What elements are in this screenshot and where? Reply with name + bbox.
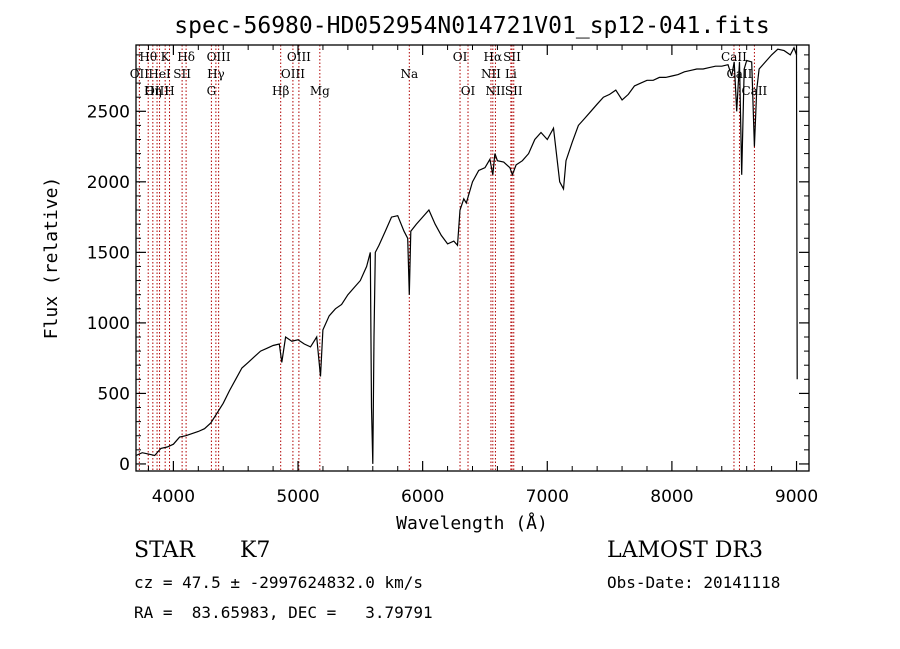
y-tick-label: 2000: [87, 173, 130, 193]
line-label: SII: [173, 67, 191, 81]
line-label: SII: [505, 84, 523, 98]
line-label: Hγ: [207, 67, 225, 81]
y-axis-label: Flux (relative): [41, 177, 62, 340]
line-label: Na: [400, 67, 418, 81]
object-class: STAR: [134, 538, 195, 563]
spectral-line-labels: Hθ OII OIII K HeI Hη SII H Hδ OIII Hγ G OIII OIII Hβ Mg…: [130, 50, 768, 98]
chart-title: spec-56980-HD052954N014721V01_sp12-041.f…: [174, 13, 769, 39]
line-label: Hα: [484, 50, 503, 64]
obs-date: Obs-Date: 20141118: [607, 573, 781, 592]
line-label: K: [161, 50, 171, 64]
line-label: Hθ: [139, 50, 157, 64]
line-label: OI: [453, 50, 468, 64]
y-tick-label: 0: [119, 455, 130, 475]
survey-name: LAMOST DR3: [607, 538, 763, 563]
line-label: SII: [503, 50, 521, 64]
line-label: OIII: [287, 50, 311, 64]
line-label: CaII: [741, 84, 767, 98]
spectral-line-markers: [138, 45, 755, 471]
y-tick-label: 1000: [87, 314, 130, 334]
x-tick-label: 6000: [401, 487, 444, 507]
x-tick-label: 5000: [276, 487, 319, 507]
y-tick-label: 1500: [87, 243, 130, 263]
y-tick-label: 2500: [87, 102, 130, 122]
line-label: CaII: [721, 50, 747, 64]
x-tick-label: 8000: [650, 487, 693, 507]
line-label: Hδ: [177, 50, 195, 64]
line-label: OI: [461, 84, 476, 98]
y-axis: 0 500 1000 1500 2000 2500: [87, 54, 809, 475]
x-tick-label: 4000: [152, 487, 195, 507]
x-tick-label: 9000: [775, 487, 818, 507]
line-label: NII: [481, 67, 501, 81]
y-tick-label: 500: [98, 384, 130, 404]
line-label: Li: [505, 67, 517, 81]
x-axis-label: Wavelength (Å): [396, 512, 548, 534]
line-label: G: [207, 84, 217, 98]
x-axis: 4000 5000 6000 7000 8000 9000: [147, 45, 818, 507]
ra-dec-readout: RA = 83.65983, DEC = 3.79791: [134, 603, 433, 622]
line-label: OIII: [207, 50, 231, 64]
line-label: Mg: [310, 84, 330, 98]
object-subclass: K7: [240, 538, 271, 563]
line-label: OIII: [281, 67, 305, 81]
line-label: NII: [485, 84, 505, 98]
line-label: OIII: [145, 84, 169, 98]
line-label: H: [164, 84, 174, 98]
x-tick-label: 7000: [526, 487, 569, 507]
plot-frame: [135, 44, 810, 472]
redshift-readout: cz = 47.5 ± -2997624832.0 km/s: [134, 573, 423, 592]
spectrum-line: [135, 46, 798, 464]
line-label: HeI: [148, 67, 171, 81]
line-label: Hη: [144, 84, 162, 98]
line-label: Hβ: [272, 84, 289, 98]
line-label: OII: [130, 67, 150, 81]
